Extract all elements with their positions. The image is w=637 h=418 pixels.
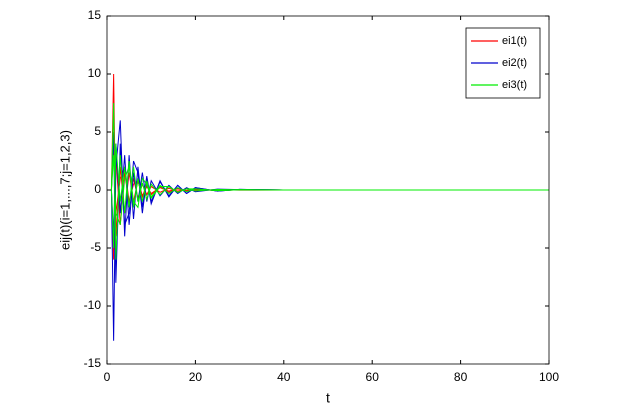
y-tick-label: 10 [88, 66, 102, 80]
y-tick-label: -15 [84, 356, 102, 370]
x-tick-label: 60 [366, 370, 380, 384]
legend-label: ei2(t) [502, 57, 527, 69]
x-tick-label: 0 [104, 370, 111, 384]
legend-label: ei1(t) [502, 35, 527, 47]
y-tick-label: 5 [94, 124, 101, 138]
x-tick-label: 100 [539, 370, 559, 384]
series-line [110, 155, 549, 225]
x-tick-label: 80 [454, 370, 468, 384]
y-tick-label: -10 [84, 298, 102, 312]
y-tick-label: -5 [90, 240, 101, 254]
plot-frame [106, 15, 550, 365]
y-tick-label: 15 [88, 8, 102, 22]
x-axis-label: t [326, 390, 330, 406]
y-tick-label: 0 [94, 182, 101, 196]
x-tick-label: 40 [277, 370, 291, 384]
x-tick-label: 20 [189, 370, 203, 384]
legend-label: ei3(t) [502, 79, 527, 91]
y-axis-label: eij(t)(i=1,...,7;j=1,2,3) [57, 130, 72, 250]
